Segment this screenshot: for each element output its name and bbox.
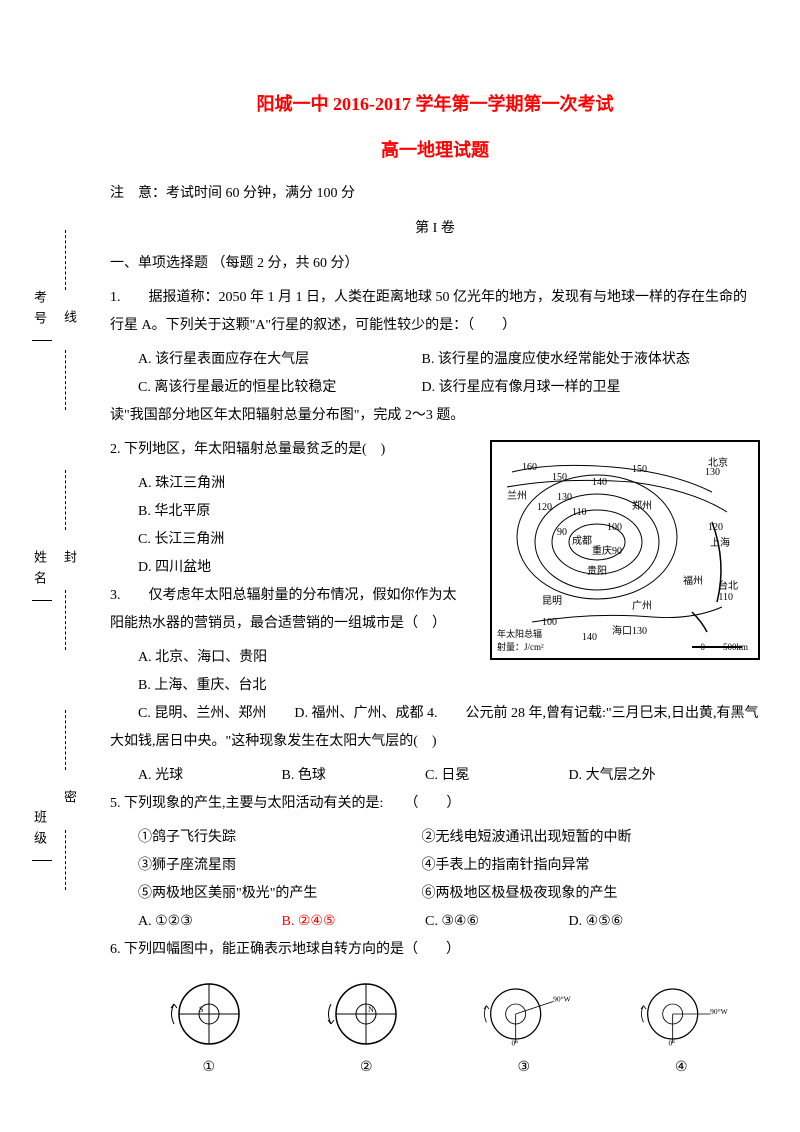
q5-item2: ②无线电短波通讯出现短暂的中断 xyxy=(422,824,702,852)
diagram-1: S ① xyxy=(159,974,259,1076)
city-lanzhou: 兰州 xyxy=(507,487,527,502)
dash-line xyxy=(65,710,66,770)
underline xyxy=(32,860,52,861)
val-140: 140 xyxy=(592,477,607,488)
city-haikou: 海口130 xyxy=(612,622,647,637)
binding-xian: 线 xyxy=(60,310,79,331)
q5-item3: ③狮子座流星雨 xyxy=(138,852,418,880)
title-sub: 高一地理试题 xyxy=(110,136,760,162)
title-main: 阳城一中 2016-2017 学年第一学期第一次考试 xyxy=(110,90,760,116)
binding-mi: 密 xyxy=(60,790,79,811)
binding-xingming: 姓名 xyxy=(30,550,49,592)
q4-opt-a: A. 光球 xyxy=(138,762,278,790)
diagram-2-label: ② xyxy=(316,1059,416,1076)
q5-opt-b: B. ②④⑤ xyxy=(282,908,422,936)
q3-opt-b: B. 上海、重庆、台北 xyxy=(110,672,760,700)
dash-line xyxy=(65,350,66,410)
diagram-4: 90°W 0° ④ xyxy=(631,974,731,1076)
city-taibei: 台北 xyxy=(718,577,738,592)
svg-text:S: S xyxy=(199,1005,203,1014)
q4-opt-b: B. 色球 xyxy=(282,762,422,790)
q3-opt-c: C. 昆明、兰州、郑州 D. 福州、广州、成都 xyxy=(110,706,423,721)
city-guangzhou: 广州 xyxy=(632,597,652,612)
q5-opt-a: A. ①②③ xyxy=(138,908,278,936)
val-120a: 120 xyxy=(537,502,552,513)
question-6: 6. 下列四幅图中，能正确表示地球自转方向的是（ ） xyxy=(110,936,760,964)
svg-text:0°: 0° xyxy=(511,1039,518,1048)
val-150a: 150 xyxy=(552,472,567,483)
q1-opt-c: C. 离该行星最近的恒星比较稳定 xyxy=(138,374,418,402)
map-scale: 0 500km xyxy=(700,640,748,653)
question-2: 2. 下列地区，年太阳辐射总量最贫乏的是( ) xyxy=(110,436,460,464)
q4-opt-c: C. 日冕 xyxy=(425,762,565,790)
question-1: 1. 据报道称：2050 年 1 月 1 日，人类在距离地球 50 亿光年的地方… xyxy=(110,284,760,340)
question-5: 5. 下列现象的产生,主要与太阳活动有关的是: （ ） xyxy=(110,790,760,818)
city-guiyang: 贵阳 xyxy=(587,562,607,577)
underline xyxy=(32,340,52,341)
q1-opt-a: A. 该行星表面应存在大气层 xyxy=(138,346,418,374)
solar-radiation-map: 北京 160 150 150 140 130 兰州 郑州 130 120 110… xyxy=(490,440,760,660)
binding-kaohao: 考号 xyxy=(30,290,49,332)
val-130b: 130 xyxy=(557,492,572,503)
q5-item1: ①鸽子飞行失踪 xyxy=(138,824,418,852)
binding-edge: 考号 姓名 班级 线 封 密 xyxy=(20,0,80,1132)
binding-feng: 封 xyxy=(60,550,79,571)
diagram-3: 90°W 0° ③ xyxy=(474,974,574,1076)
city-zhengzhou: 郑州 xyxy=(632,497,652,512)
q2-intro: 读"我国部分地区年太阳辐射总量分布图"，完成 2～3 题。 xyxy=(110,402,760,430)
svg-text:90°W: 90°W xyxy=(553,995,571,1004)
q5-items-row1: ①鸽子飞行失踪 ②无线电短波通讯出现短暂的中断 xyxy=(110,824,760,852)
underline xyxy=(32,600,52,601)
val-120b: 120 xyxy=(708,522,723,533)
section-label: 第 I 卷 xyxy=(110,217,760,237)
exam-notice: 注 意：考试时间 60 分钟，满分 100 分 xyxy=(110,182,760,202)
val-100b: 100 xyxy=(542,617,557,628)
map-legend: 年太阳总辐 射量：J/cm² xyxy=(497,627,544,653)
diagram-4-label: ④ xyxy=(631,1059,731,1076)
val-110a: 110 xyxy=(572,507,587,518)
diagram-3-label: ③ xyxy=(474,1059,574,1076)
q5-item6: ⑥两极地区极昼极夜现象的产生 xyxy=(422,880,702,908)
val-90a: 90 xyxy=(557,527,567,538)
city-fuzhou: 福州 xyxy=(683,572,703,587)
val-130a: 130 xyxy=(705,467,720,478)
q5-options: A. ①②③ B. ②④⑤ C. ③④⑥ D. ④⑤⑥ xyxy=(110,908,760,936)
main-content: 阳城一中 2016-2017 学年第一学期第一次考试 高一地理试题 注 意：考试… xyxy=(110,90,760,1076)
q1-options-row2: C. 离该行星最近的恒星比较稳定 D. 该行星应有像月球一样的卫星 xyxy=(110,374,760,402)
diagram-2: N ② xyxy=(316,974,416,1076)
val-160: 160 xyxy=(522,462,537,473)
svg-text:90°W: 90°W xyxy=(710,1007,728,1016)
question-3: 3. 仅考虑年太阳总辐射量的分布情况，假如你作为太阳能热水器的营销员，最合适营销… xyxy=(110,582,460,638)
binding-banji: 班级 xyxy=(30,810,49,852)
q5-items-row2: ③狮子座流星雨 ④手表上的指南针指向异常 xyxy=(110,852,760,880)
diagrams-row: S ① N ② 90°W xyxy=(110,974,760,1076)
q1-opt-d: D. 该行星应有像月球一样的卫星 xyxy=(422,374,702,402)
city-shanghai: 上海 xyxy=(710,534,730,549)
q4-opt-d: D. 大气层之外 xyxy=(569,762,709,790)
q1-opt-b: B. 该行星的温度应使水经常能处于液体状态 xyxy=(422,346,702,374)
dash-line xyxy=(65,830,66,890)
val-110b: 110 xyxy=(718,592,733,603)
q5-opt-c: C. ③④⑥ xyxy=(425,908,565,936)
dash-line xyxy=(65,230,66,290)
city-kunming: 昆明 xyxy=(542,592,562,607)
q5-item4: ④手表上的指南针指向异常 xyxy=(422,852,702,880)
dash-line xyxy=(65,470,66,530)
q4-options: A. 光球 B. 色球 C. 日冕 D. 大气层之外 xyxy=(110,762,760,790)
dash-line xyxy=(65,590,66,650)
val-100a: 100 xyxy=(607,522,622,533)
q5-opt-d: D. ④⑤⑥ xyxy=(569,908,709,936)
q1-options-row1: A. 该行星表面应存在大气层 B. 该行星的温度应使水经常能处于液体状态 xyxy=(110,346,760,374)
city-chongqing: 重庆90 xyxy=(592,542,622,557)
val-140b: 140 xyxy=(582,632,597,643)
q5-items-row3: ⑤两极地区美丽"极光"的产生 ⑥两极地区极昼极夜现象的产生 xyxy=(110,880,760,908)
val-150b: 150 xyxy=(632,464,647,475)
q3-opt-cd-q4: C. 昆明、兰州、郑州 D. 福州、广州、成都 4. 公元前 28 年,曾有记载… xyxy=(110,700,760,756)
section-title: 一、单项选择题 （每题 2 分，共 60 分） xyxy=(110,252,760,272)
city-chengdu: 成都 xyxy=(572,532,592,547)
q5-item5: ⑤两极地区美丽"极光"的产生 xyxy=(138,880,418,908)
svg-text:0°: 0° xyxy=(669,1039,676,1048)
diagram-1-label: ① xyxy=(159,1059,259,1076)
svg-text:N: N xyxy=(368,1005,374,1014)
